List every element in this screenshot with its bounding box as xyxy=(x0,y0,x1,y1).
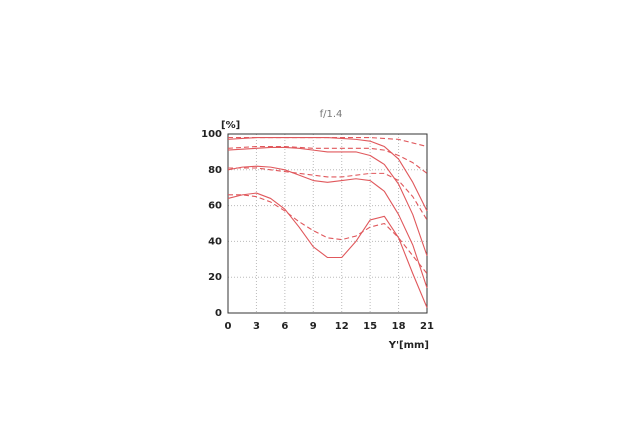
x-tick-label: 3 xyxy=(253,321,260,332)
mtf-line xyxy=(228,194,428,274)
y-tick-label: 40 xyxy=(208,236,222,247)
x-tick-label: 12 xyxy=(335,321,349,332)
y-tick-label: 20 xyxy=(208,272,222,283)
x-tick-label: 15 xyxy=(363,321,377,332)
mtf-line xyxy=(227,145,428,174)
y-tick-label: 0 xyxy=(215,308,222,319)
chart-title: f/1.4 xyxy=(320,109,343,120)
mtf-line xyxy=(228,167,428,221)
y-tick-label: 100 xyxy=(201,129,222,140)
x-axis-label: Y'[mm] xyxy=(388,340,429,351)
mtf-line xyxy=(227,146,428,256)
plot-frame xyxy=(227,133,428,314)
x-tick-label: 21 xyxy=(420,321,434,332)
mtf-line xyxy=(228,137,428,148)
mtf-line xyxy=(227,192,428,308)
y-axis-label: [%] xyxy=(221,120,240,131)
x-tick-label: 18 xyxy=(392,321,406,332)
y-tick-label: 60 xyxy=(208,201,222,212)
x-tick-label: 0 xyxy=(225,321,232,332)
x-tick-label: 9 xyxy=(310,321,317,332)
x-tick-label: 6 xyxy=(281,321,288,332)
y-tick-label: 80 xyxy=(208,165,222,176)
mtf-line xyxy=(227,165,428,289)
